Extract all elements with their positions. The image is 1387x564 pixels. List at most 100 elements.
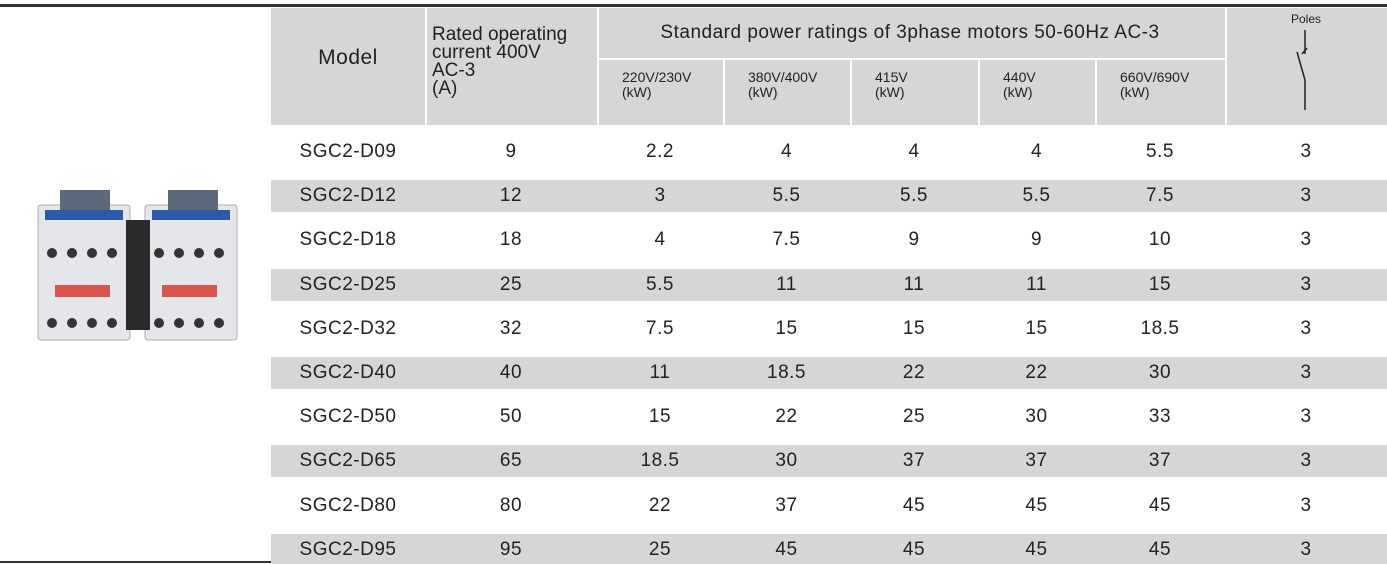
value-cell: 25 (850, 401, 978, 433)
value-cell: 3 (1225, 534, 1387, 564)
value-cell: 5.5 (723, 180, 850, 212)
header-power-column: 415V(kW) (875, 70, 978, 100)
model-cell: SGC2-D40 (271, 357, 425, 389)
value-cell: 45 (1095, 534, 1225, 564)
value-cell: 11 (850, 269, 978, 301)
value-cell: 3 (1225, 357, 1387, 389)
model-cell: SGC2-D32 (271, 313, 425, 345)
value-cell: 80 (425, 490, 597, 522)
value-cell: 3 (1225, 224, 1387, 256)
value-cell: 45 (723, 534, 850, 564)
value-cell: 45 (978, 534, 1095, 564)
header-power-line: 440V (1003, 70, 1095, 85)
value-cell: 4 (850, 136, 978, 168)
header-power-group: Standard power ratings of 3phase motors … (597, 8, 1223, 58)
model-cell: SGC2-D09 (271, 136, 425, 168)
header-separator (1225, 8, 1227, 125)
value-cell: 18.5 (723, 357, 850, 389)
value-cell: 45 (850, 490, 978, 522)
value-cell: 37 (850, 445, 978, 477)
value-cell: 3 (1225, 313, 1387, 345)
top-rule (0, 4, 1387, 7)
model-cell: SGC2-D25 (271, 269, 425, 301)
model-cell: SGC2-D95 (271, 534, 425, 564)
header-separator (597, 8, 599, 125)
header-power-line: 380V/400V (748, 70, 850, 85)
header-separator (1095, 58, 1097, 125)
value-cell: 5.5 (978, 180, 1095, 212)
value-cell: 22 (597, 490, 723, 522)
header-current-line: (A) (432, 80, 597, 98)
page: Model Rated operatingcurrent 400VAC-3(A)… (0, 0, 1387, 564)
value-cell: 37 (978, 445, 1095, 477)
model-cell: SGC2-D18 (271, 224, 425, 256)
value-cell: 45 (850, 534, 978, 564)
value-cell: 15 (978, 313, 1095, 345)
value-cell: 11 (597, 357, 723, 389)
value-cell: 7.5 (723, 224, 850, 256)
header-power-line: 220V/230V (622, 70, 723, 85)
model-cell: SGC2-D12 (271, 180, 425, 212)
header-power-line: (kW) (875, 85, 978, 100)
header-power-column: 440V(kW) (1003, 70, 1095, 100)
value-cell: 3 (1225, 269, 1387, 301)
value-cell: 22 (850, 357, 978, 389)
header-separator (723, 58, 725, 125)
value-cell: 45 (978, 490, 1095, 522)
value-cell: 22 (723, 401, 850, 433)
product-image (30, 185, 245, 350)
value-cell: 5.5 (597, 269, 723, 301)
value-cell: 9 (850, 224, 978, 256)
value-cell: 45 (1095, 490, 1225, 522)
header-power-column: 660V/690V(kW) (1120, 70, 1225, 100)
header-poles: Poles (1225, 12, 1387, 26)
value-cell: 2.2 (597, 136, 723, 168)
model-cell: SGC2-D65 (271, 445, 425, 477)
value-cell: 32 (425, 313, 597, 345)
value-cell: 40 (425, 357, 597, 389)
header-power-line: 415V (875, 70, 978, 85)
value-cell: 9 (425, 136, 597, 168)
value-cell: 10 (1095, 224, 1225, 256)
value-cell: 37 (1095, 445, 1225, 477)
value-cell: 30 (1095, 357, 1225, 389)
value-cell: 15 (1095, 269, 1225, 301)
value-cell: 4 (597, 224, 723, 256)
header-power-column: 380V/400V(kW) (748, 70, 850, 100)
value-cell: 5.5 (850, 180, 978, 212)
value-cell: 3 (1225, 180, 1387, 212)
value-cell: 11 (978, 269, 1095, 301)
value-cell: 4 (723, 136, 850, 168)
value-cell: 18.5 (1095, 313, 1225, 345)
value-cell: 33 (1095, 401, 1225, 433)
value-cell: 25 (425, 269, 597, 301)
header-divider (597, 58, 1225, 60)
header-model: Model (271, 8, 425, 108)
value-cell: 3 (1225, 136, 1387, 168)
header-separator (850, 58, 852, 125)
poles-icon (1290, 30, 1320, 115)
value-cell: 15 (597, 401, 723, 433)
header-power-line: (kW) (622, 85, 723, 100)
value-cell: 22 (978, 357, 1095, 389)
value-cell: 30 (723, 445, 850, 477)
header-power-column: 220V/230V(kW) (622, 70, 723, 100)
value-cell: 15 (723, 313, 850, 345)
value-cell: 11 (723, 269, 850, 301)
value-cell: 9 (978, 224, 1095, 256)
model-cell: SGC2-D50 (271, 401, 425, 433)
value-cell: 3 (1225, 490, 1387, 522)
value-cell: 18.5 (597, 445, 723, 477)
header-separator (425, 8, 427, 125)
value-cell: 30 (978, 401, 1095, 433)
model-cell: SGC2-D80 (271, 490, 425, 522)
header-power-line: 660V/690V (1120, 70, 1225, 85)
header-power-line: (kW) (1120, 85, 1225, 100)
value-cell: 15 (850, 313, 978, 345)
value-cell: 7.5 (597, 313, 723, 345)
header-power-line: (kW) (748, 85, 850, 100)
value-cell: 37 (723, 490, 850, 522)
value-cell: 65 (425, 445, 597, 477)
value-cell: 12 (425, 180, 597, 212)
value-cell: 3 (1225, 401, 1387, 433)
